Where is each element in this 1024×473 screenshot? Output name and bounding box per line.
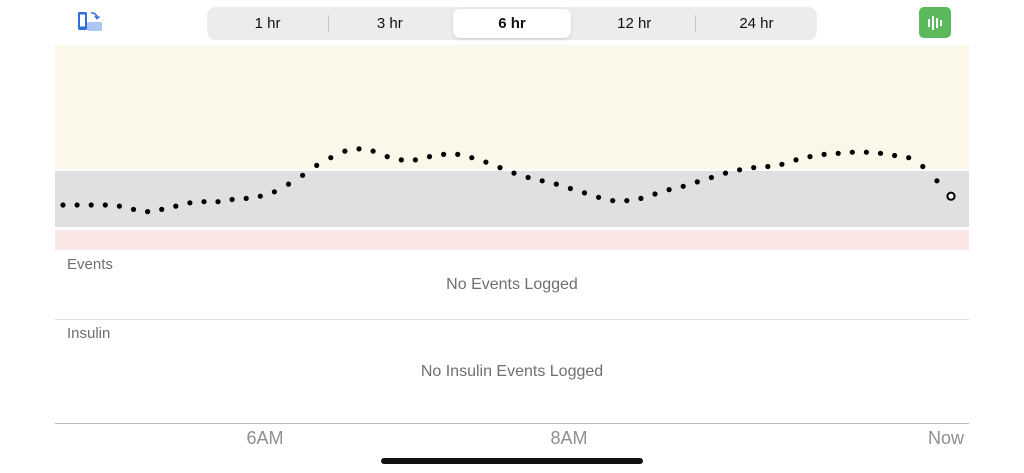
glucose-point (102, 202, 108, 208)
segment-divider (694, 15, 696, 32)
section-divider (55, 319, 969, 320)
glucose-point (173, 203, 179, 209)
glucose-point (652, 191, 658, 197)
glucose-point (455, 151, 461, 157)
glucose-point (694, 179, 700, 185)
range-option-12hr[interactable]: 12 hr (617, 15, 652, 32)
glucose-point (300, 172, 306, 178)
glucose-point (159, 206, 165, 212)
phone-rotate-icon (78, 12, 102, 31)
glucose-point (525, 174, 531, 181)
glucose-point (934, 178, 940, 184)
glucose-point (370, 148, 376, 154)
glucose-point (285, 181, 292, 187)
glucose-point (666, 187, 672, 193)
events-empty-message: No Events Logged (446, 276, 578, 293)
glucose-chart (55, 45, 969, 250)
glucose-point (793, 157, 799, 163)
low-range-band (55, 230, 969, 250)
glucose-point (398, 157, 404, 163)
glucose-point (567, 185, 574, 192)
glucose-point (497, 165, 503, 171)
glucose-point (257, 193, 263, 199)
glucose-point (74, 202, 80, 208)
range-option-24hr[interactable]: 24 hr (739, 15, 774, 32)
glucose-point (145, 209, 151, 215)
glucose-point (751, 165, 757, 171)
glucose-point (610, 198, 616, 204)
range-option-3hr[interactable]: 3 hr (376, 15, 403, 32)
glucose-point (384, 154, 390, 160)
insulin-empty-message: No Insulin Events Logged (420, 363, 604, 380)
time-axis (55, 423, 969, 424)
bar-chart-icon (928, 15, 942, 30)
glucose-point (680, 183, 686, 189)
glucose-point (765, 163, 771, 170)
glucose-point (201, 199, 207, 205)
glucose-point (722, 170, 729, 176)
glucose-point (906, 155, 912, 161)
glucose-point (511, 170, 517, 176)
time-range-selector[interactable]: 1 hr 3 hr 6 hr 12 hr 24 hr (207, 7, 817, 40)
statistics-button[interactable] (919, 7, 951, 38)
glucose-point (356, 146, 362, 152)
glucose-point (215, 199, 221, 205)
range-option-1hr[interactable]: 1 hr (254, 15, 281, 32)
insulin-label: Insulin (67, 325, 111, 342)
glucose-point (469, 155, 475, 161)
glucose-point (877, 150, 884, 156)
glucose-point (581, 190, 588, 196)
segment-divider (328, 15, 330, 32)
glucose-point (314, 162, 320, 168)
glucose-point (243, 195, 249, 201)
glucose-point (821, 151, 827, 157)
glucose-point (596, 194, 602, 200)
glucose-point (807, 154, 813, 160)
x-tick-label: 8AM (550, 428, 588, 448)
glucose-point (328, 155, 334, 161)
glucose-point (624, 198, 630, 204)
glucose-point (441, 151, 447, 157)
x-tick-label: 6AM (246, 428, 284, 448)
range-option-6hr[interactable]: 6 hr (453, 9, 571, 38)
glucose-point (737, 167, 743, 173)
glucose-point (920, 163, 926, 170)
glucose-point (88, 202, 94, 208)
high-range-band (55, 45, 969, 169)
glucose-point (426, 154, 433, 160)
glucose-point (229, 196, 235, 203)
glucose-point (187, 200, 193, 206)
glucose-point (892, 152, 898, 159)
glucose-point (849, 149, 855, 155)
glucose-point (539, 178, 545, 184)
glucose-point (835, 150, 841, 156)
glucose-point (342, 148, 348, 154)
home-indicator[interactable] (381, 458, 643, 464)
glucose-point (130, 206, 137, 212)
x-tick-label: Now (927, 428, 964, 448)
target-range-band (55, 171, 969, 227)
glucose-point (483, 159, 489, 165)
glucose-point (412, 157, 418, 163)
glucose-point (116, 203, 122, 209)
glucose-point (779, 161, 785, 167)
glucose-point (638, 195, 644, 201)
current-reading-point (946, 191, 956, 201)
glucose-point (863, 149, 870, 155)
events-label: Events (67, 256, 113, 273)
rotate-button[interactable] (76, 10, 104, 36)
glucose-point (271, 189, 277, 195)
glucose-point (60, 202, 66, 208)
glucose-point (708, 174, 715, 181)
glucose-point (553, 181, 559, 187)
